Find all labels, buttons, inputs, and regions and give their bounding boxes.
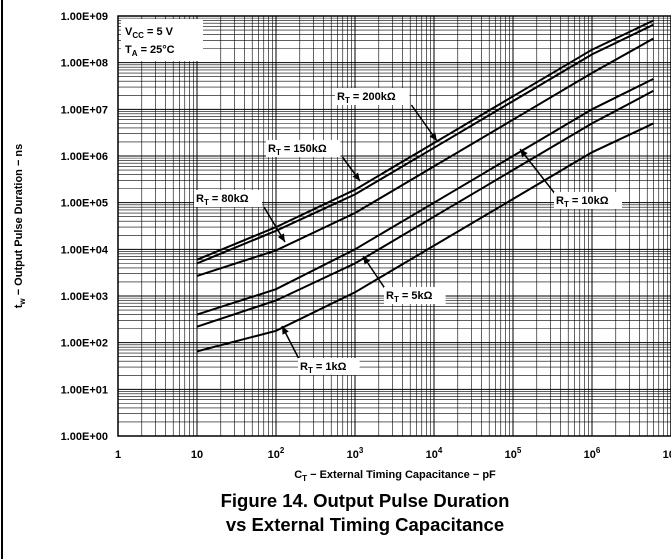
y-tick-label: 1.00E+06 — [61, 151, 108, 163]
y-tick-label: 1.00E+03 — [61, 291, 108, 303]
callout-arrowhead — [520, 149, 528, 158]
x-tick-label: 106 — [584, 446, 601, 461]
series-label: RT = 150kΩ — [268, 143, 327, 157]
callout-arrowhead — [282, 326, 289, 335]
series-label-box — [298, 358, 360, 375]
y-tick-label: 1.00E+01 — [61, 384, 108, 396]
plot-area-border — [117, 15, 671, 437]
x-tick-label: 105 — [505, 446, 522, 461]
y-tick-label: 1.00E+07 — [61, 104, 108, 116]
x-tick-label: 10 — [191, 449, 203, 461]
series-label-box — [335, 88, 410, 105]
callout-arrowhead — [363, 256, 371, 265]
series-label: RT = 200kΩ — [337, 91, 396, 105]
callout-leader — [519, 148, 557, 196]
x-axis-label: CT − External Timing Capacitance − pF — [294, 469, 496, 483]
x-tick-label: 103 — [347, 446, 364, 461]
series-label: RT = 5kΩ — [386, 290, 433, 304]
series-line — [196, 89, 654, 328]
y-tick-label: 1.00E+09 — [61, 11, 108, 23]
series-line — [196, 23, 654, 265]
y-tick-label: 1.00E+05 — [61, 198, 108, 210]
x-tick-label: 102 — [268, 446, 285, 461]
page-border — [1, 0, 3, 559]
x-tick-label: 104 — [426, 446, 443, 461]
callout-arrowhead — [277, 233, 285, 242]
series-label-box — [384, 287, 446, 304]
figure-caption: Figure 14. Output Pulse Duration vs Exte… — [150, 489, 580, 537]
series-label: RT = 1kΩ — [300, 361, 347, 375]
caption-line-1: Figure 14. Output Pulse Duration — [220, 490, 510, 511]
series-label-box — [554, 192, 622, 209]
series-label-box — [266, 140, 341, 157]
series-line — [196, 19, 654, 261]
series-label: RT = 10kΩ — [556, 195, 609, 209]
condition-label: VCC = 5 V — [125, 26, 174, 40]
y-tick-label: 1.00E+08 — [61, 58, 108, 70]
conditions-box — [121, 19, 203, 61]
x-tick-label: 107 — [663, 446, 671, 461]
y-tick-label: 1.00E+02 — [61, 338, 108, 350]
y-axis-label: tw − Output Pulse Duration − ns — [13, 144, 27, 309]
x-tick-label: 1 — [115, 449, 121, 461]
condition-label: TA = 25°C — [125, 44, 175, 58]
series-label: RT = 80kΩ — [196, 193, 249, 207]
series-line — [196, 37, 654, 277]
series-line — [196, 122, 654, 353]
callout-arrowhead — [352, 172, 360, 181]
callout-arrowhead — [429, 132, 437, 141]
y-tick-label: 1.00E+04 — [61, 244, 109, 256]
series-label-box — [194, 190, 262, 207]
y-tick-label: 1.00E+00 — [61, 431, 108, 443]
caption-line-2: vs External Timing Capacitance — [225, 514, 505, 535]
series-line — [196, 78, 654, 316]
